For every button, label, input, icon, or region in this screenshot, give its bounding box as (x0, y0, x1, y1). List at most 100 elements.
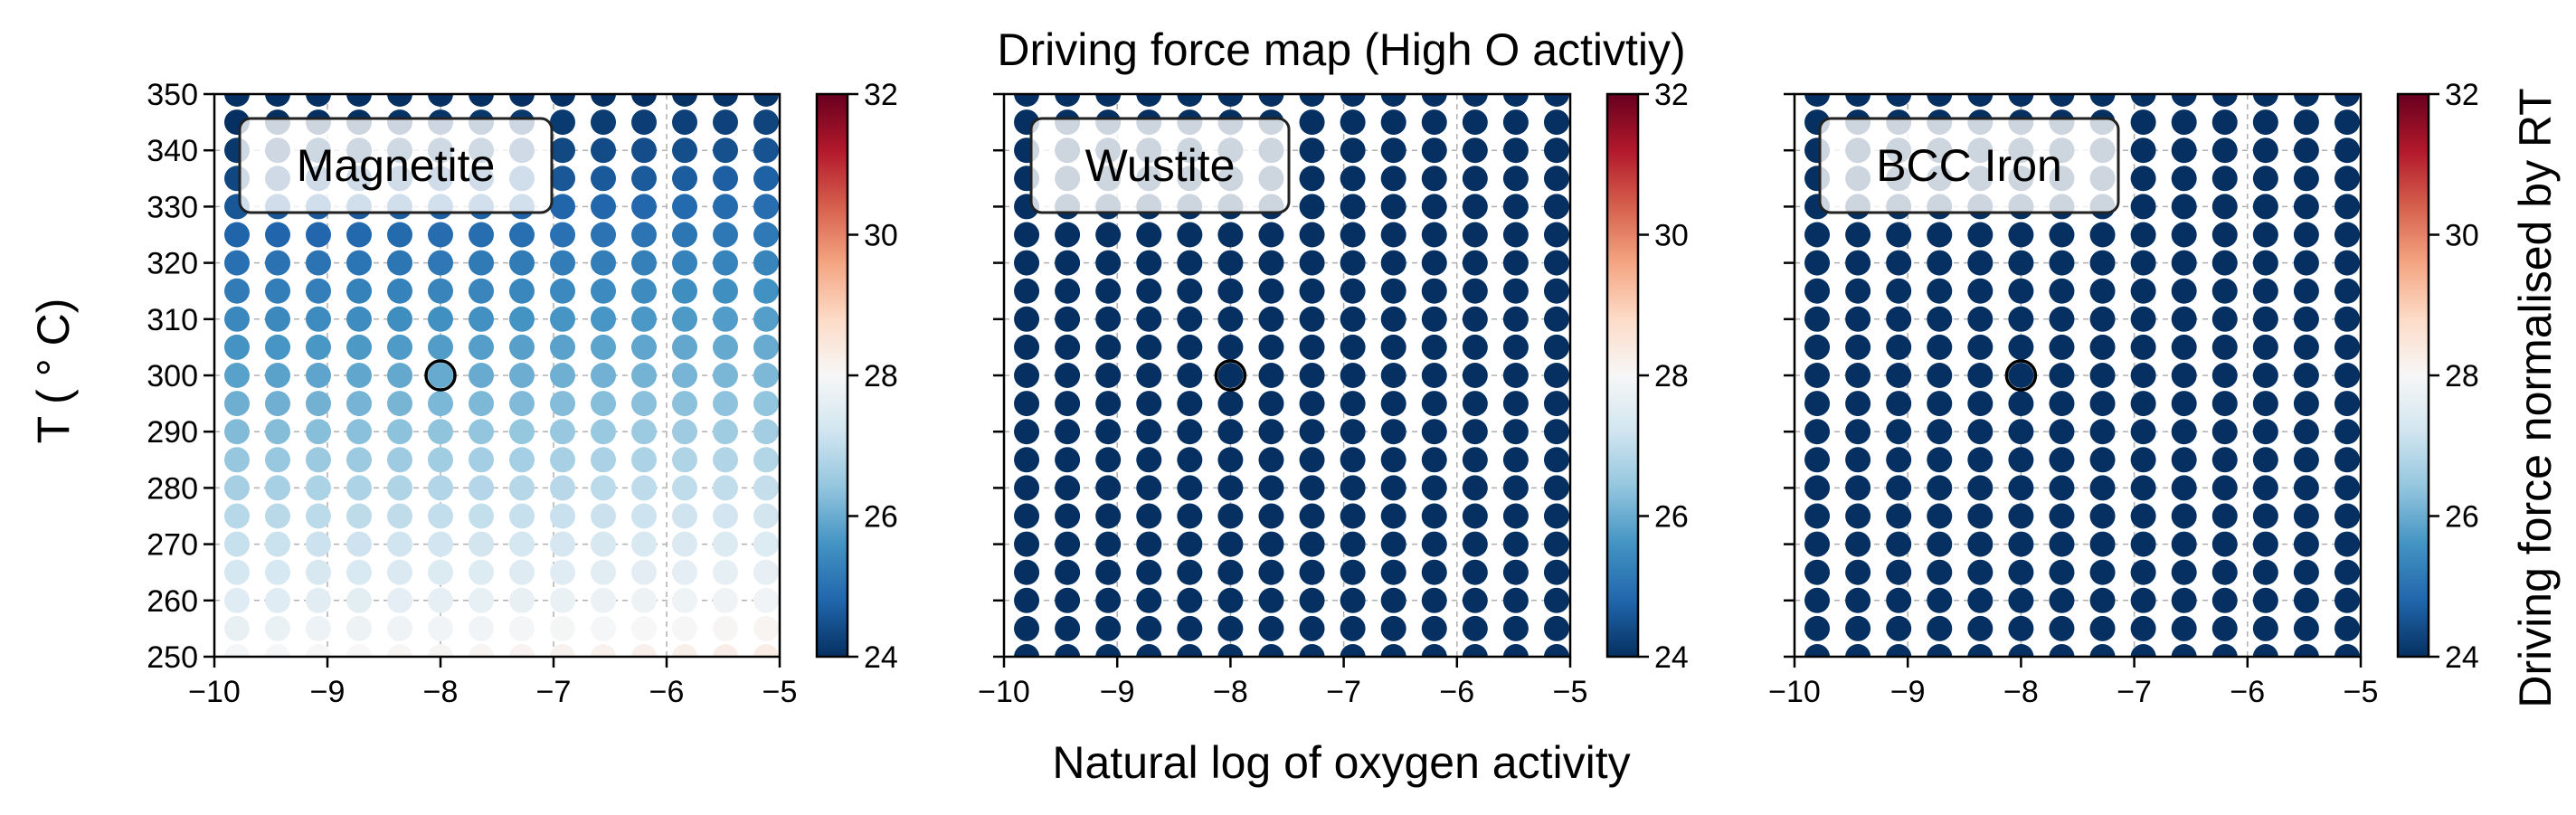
data-point (1502, 278, 1529, 304)
data-point (713, 94, 738, 107)
data-point (1380, 644, 1406, 657)
data-point (1804, 419, 1831, 445)
colorbar-label: Driving force normalised by RT (2510, 88, 2561, 707)
data-point (1055, 222, 1081, 248)
data-point (1055, 94, 1081, 107)
data-point (346, 94, 372, 107)
data-point (2130, 194, 2156, 220)
data-point (631, 503, 657, 529)
data-point (2334, 475, 2360, 501)
data-point (1502, 531, 1529, 557)
data-point (1380, 559, 1406, 585)
data-point (1421, 475, 1447, 501)
data-point (1543, 391, 1569, 417)
data-point (2130, 109, 2156, 136)
data-point (1217, 334, 1244, 360)
data-point (2171, 531, 2197, 557)
data-point (1258, 334, 1284, 360)
data-point (591, 531, 616, 557)
data-point (2008, 615, 2034, 641)
data-point (1136, 615, 1162, 641)
data-point (428, 250, 453, 276)
data-point (1380, 419, 1406, 445)
data-point (265, 419, 290, 445)
data-point (346, 531, 372, 557)
data-point (346, 615, 372, 641)
data-point (469, 587, 494, 613)
data-point (1340, 109, 1366, 136)
data-point (1927, 475, 1953, 501)
data-point (1927, 222, 1953, 248)
data-point (1462, 447, 1488, 473)
data-point (387, 587, 412, 613)
data-point (2334, 531, 2360, 557)
data-point (550, 419, 575, 445)
data-point (1177, 334, 1203, 360)
data-point (1136, 278, 1162, 304)
data-point (1258, 94, 1284, 107)
data-point (1380, 503, 1406, 529)
data-point (2252, 391, 2278, 417)
data-point (1967, 334, 1994, 360)
data-point (1927, 306, 1953, 332)
data-point (509, 391, 535, 417)
data-point (1967, 222, 1994, 248)
data-point (2089, 278, 2116, 304)
data-point (509, 503, 535, 529)
data-point (306, 503, 331, 529)
data-point (753, 334, 779, 360)
data-point (1502, 559, 1529, 585)
data-point (509, 363, 535, 388)
data-point (306, 94, 331, 107)
data-point (1543, 531, 1569, 557)
data-point (1299, 109, 1325, 136)
data-point (2211, 475, 2238, 501)
data-point (1095, 447, 1122, 473)
data-point (387, 363, 412, 388)
data-point (1845, 278, 1871, 304)
x-tick-label: −7 (2117, 675, 2152, 709)
data-point (1502, 475, 1529, 501)
data-point (1462, 391, 1488, 417)
data-point (1462, 250, 1488, 276)
data-point (1845, 334, 1871, 360)
panel-label: Magnetite (297, 140, 496, 191)
data-point (2293, 447, 2319, 473)
data-point (1095, 222, 1122, 248)
data-point (2252, 447, 2278, 473)
data-point (1177, 363, 1203, 388)
data-point (1421, 531, 1447, 557)
x-tick-label: −7 (1326, 675, 1361, 709)
data-point (469, 615, 494, 641)
data-point (387, 644, 412, 657)
data-point (1340, 222, 1366, 248)
data-point (2334, 94, 2360, 107)
data-point (1177, 306, 1203, 332)
data-point (1299, 363, 1325, 388)
data-point (2130, 278, 2156, 304)
data-point (2211, 109, 2238, 136)
data-point (1927, 250, 1953, 276)
data-point (1967, 587, 1994, 613)
data-point (550, 137, 575, 164)
data-point (306, 447, 331, 473)
data-point (1340, 194, 1366, 220)
data-point (1380, 250, 1406, 276)
data-point (1217, 94, 1244, 107)
data-point (2334, 391, 2360, 417)
data-point (1462, 222, 1488, 248)
data-point (2130, 166, 2156, 192)
data-point (1177, 419, 1203, 445)
data-point (753, 109, 779, 136)
data-point (2008, 94, 2034, 107)
data-point (224, 531, 250, 557)
data-point (1136, 222, 1162, 248)
data-point (753, 250, 779, 276)
data-point (306, 419, 331, 445)
x-tick-label: −8 (423, 675, 459, 709)
data-point (2211, 166, 2238, 192)
data-point (2293, 306, 2319, 332)
data-point (265, 503, 290, 529)
colorbar-tick-label: 32 (864, 78, 898, 112)
